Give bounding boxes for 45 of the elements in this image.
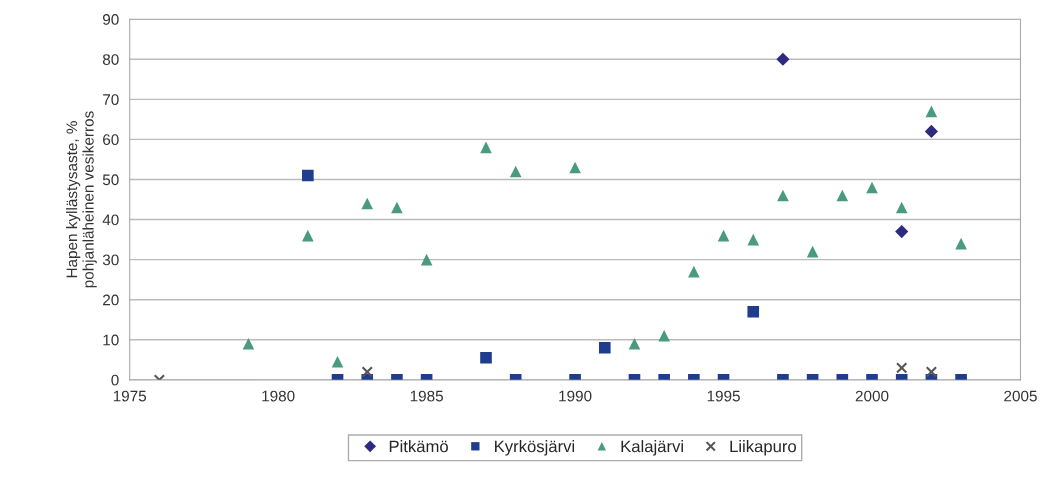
y-tick-label: 40 bbox=[102, 214, 119, 226]
y-tick-label: 30 bbox=[102, 254, 119, 266]
point bbox=[895, 201, 908, 214]
y-tick-label: 60 bbox=[103, 134, 119, 146]
y-tick-label: 80 bbox=[102, 54, 119, 65]
point bbox=[242, 337, 255, 350]
point bbox=[717, 229, 730, 242]
y-tick-label: 0 bbox=[111, 374, 119, 386]
point bbox=[836, 189, 849, 202]
point bbox=[658, 329, 670, 342]
y-tick-label: 10 bbox=[103, 334, 119, 346]
x-tick-label: 1990 bbox=[559, 390, 592, 402]
y-tick-label: 70 bbox=[103, 94, 119, 106]
point bbox=[895, 224, 909, 239]
point bbox=[361, 197, 374, 210]
point bbox=[420, 253, 433, 266]
legend-label: Kyrkösjärvi bbox=[495, 440, 575, 456]
point bbox=[302, 169, 314, 182]
point bbox=[480, 351, 492, 364]
x-tick-label: 2005 bbox=[1004, 390, 1037, 402]
x-tick-label: 1995 bbox=[707, 390, 740, 402]
y-tick-label: 20 bbox=[103, 294, 119, 306]
x-tick-label: 2000 bbox=[855, 390, 889, 402]
point bbox=[628, 337, 641, 350]
point bbox=[924, 124, 938, 138]
y-axis-title: Hapen kyllästysaste, % pohjanläheinen vesikerros bbox=[66, 111, 97, 288]
point bbox=[777, 189, 789, 202]
x-tick-label: 1975 bbox=[113, 390, 147, 402]
point bbox=[925, 105, 938, 118]
point bbox=[331, 355, 344, 368]
point bbox=[747, 305, 760, 318]
x-tick-label: 1985 bbox=[410, 390, 443, 402]
y-tick-label: 50 bbox=[102, 174, 119, 186]
point bbox=[598, 341, 611, 354]
legend-label: Pitkämö bbox=[389, 440, 448, 453]
point bbox=[806, 245, 819, 258]
point bbox=[747, 233, 760, 246]
y-tick-label: 90 bbox=[102, 14, 119, 25]
legend-label: Liikapuro bbox=[730, 440, 797, 456]
point bbox=[302, 229, 314, 242]
point bbox=[509, 165, 522, 178]
point bbox=[569, 161, 581, 174]
point bbox=[776, 52, 790, 66]
legend-label: Kalajärvi bbox=[621, 440, 683, 456]
x-tick-label: 1980 bbox=[262, 390, 295, 402]
